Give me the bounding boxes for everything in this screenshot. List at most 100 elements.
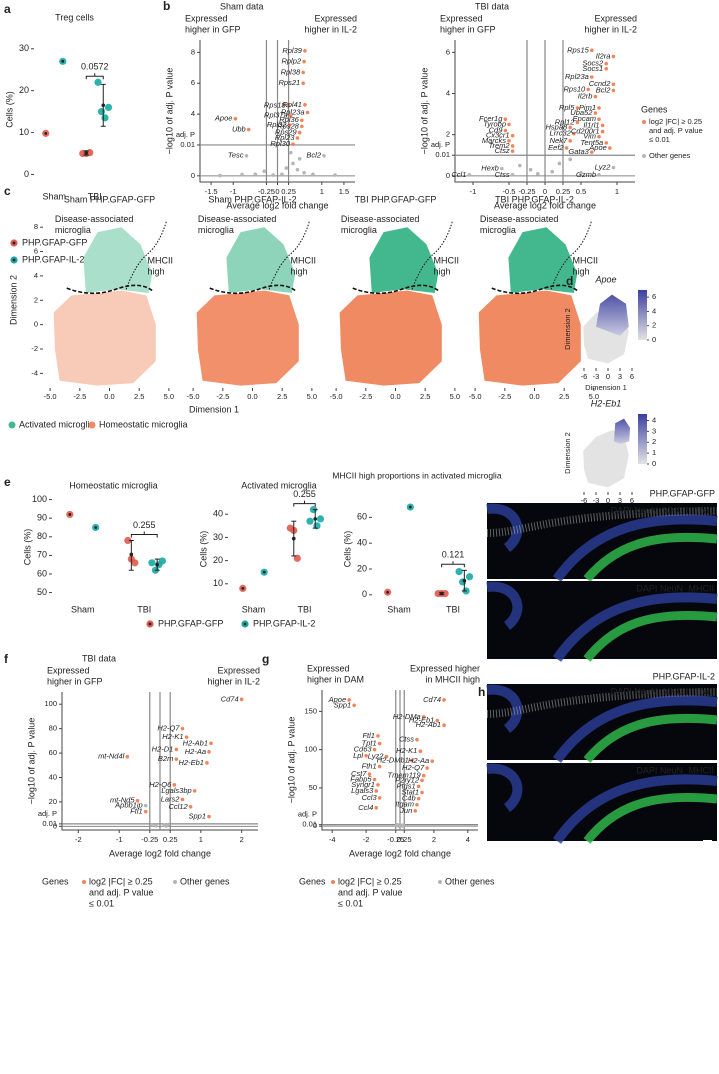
axis — [61, 692, 258, 831]
gene-point — [303, 49, 307, 53]
gene-label: H2-Aa — [185, 747, 206, 756]
tissue-blue — [486, 684, 718, 763]
y-tick-label: 10 — [19, 127, 29, 137]
x-tick-label: 4 — [466, 835, 470, 844]
x-tick-label: 0 — [606, 372, 610, 381]
gene-point — [597, 134, 601, 139]
legend-label: log2 |FC| ≥ 0.25 — [89, 876, 153, 886]
data-point — [94, 78, 102, 86]
gene-label: B2m — [158, 754, 173, 763]
gene-label: Ctss — [495, 170, 510, 179]
point-center — [386, 590, 390, 594]
gene-point — [302, 59, 306, 64]
stain-label: MHCII — [663, 686, 689, 696]
gene-label: H2-Q7 — [402, 763, 425, 772]
tissue-green — [583, 532, 718, 582]
gene-point — [575, 120, 580, 125]
x-tick-label: 0.0 — [390, 392, 400, 401]
gene-point — [291, 142, 295, 146]
legend-marker — [173, 880, 177, 884]
axis — [321, 690, 478, 831]
gene-point — [288, 150, 293, 155]
y-tick-label: 10 — [213, 578, 223, 588]
gene-label: Tyrobp — [483, 119, 506, 128]
y-tick-label: 20 — [357, 563, 367, 573]
y-tick-label: 0 — [446, 171, 450, 180]
gene-point — [207, 750, 211, 754]
x-tick-label: -0.25 — [258, 187, 275, 196]
colorbar-tick-label: 1 — [652, 448, 656, 457]
gene-label: Gata3 — [568, 147, 589, 156]
colorbar — [638, 414, 647, 464]
x-tick-label: TBI — [88, 191, 102, 201]
gene-point — [374, 789, 379, 793]
panel-title: H2-Eb1 — [591, 398, 622, 408]
gene-point — [239, 697, 244, 702]
legend-marker-center — [12, 241, 16, 245]
threshold-label: adj. P — [176, 130, 195, 139]
y-tick-label: 0.01 — [302, 820, 317, 829]
y-tick-label: 60 — [49, 748, 57, 757]
panel-title: Treg cells — [55, 12, 94, 22]
gene-point — [600, 123, 605, 128]
gene-point — [430, 759, 435, 763]
cluster-label: MHCII — [573, 256, 599, 266]
gene-point — [421, 773, 426, 778]
x-tick-label: 1 — [199, 835, 203, 844]
gene-label: Ctss — [399, 735, 414, 744]
comparison-bracket — [441, 563, 465, 568]
point-center — [94, 526, 98, 529]
y-tick-label: 4 — [191, 109, 195, 118]
gene-point — [253, 172, 258, 177]
y-tick-label: 6 — [191, 78, 195, 87]
gene-point — [611, 165, 616, 170]
y-tick-label: 20 — [19, 85, 29, 95]
y-axis-label: −log10 of adj. P value — [164, 68, 174, 155]
gene-point — [233, 116, 238, 121]
x-tick-label: 0.25 — [281, 187, 296, 196]
gene-label: Rps28 — [277, 121, 300, 130]
x-tick-label: 5.0 — [164, 392, 174, 401]
gene-point — [364, 753, 368, 758]
gene-label: Stat1 — [402, 787, 420, 796]
y-tick-label: 4 — [34, 271, 38, 280]
high-expression-cloud — [596, 294, 629, 336]
gene-point — [568, 139, 572, 143]
y-tick-label: 50 — [37, 587, 47, 597]
gene-point — [442, 723, 446, 727]
gene-label: H2-Q6 — [149, 780, 172, 789]
gene-label: Cd74 — [221, 694, 239, 703]
y-tick-label: -4 — [31, 368, 38, 377]
y-axis-label: −log10 of adj. P value — [26, 718, 36, 805]
stain-label: NeuN — [660, 583, 683, 593]
x-tick-label: Sham — [387, 604, 411, 614]
gene-point — [164, 824, 168, 828]
y-tick-label: 60 — [37, 568, 47, 578]
gene-label: Lars2 — [161, 794, 181, 803]
x-tick-label: -5.0 — [187, 392, 200, 401]
legend-label: log2 |FC| ≥ 0.25 — [649, 117, 702, 126]
gene-point — [395, 822, 400, 827]
gene-label: C4b — [402, 794, 416, 803]
gene-point — [586, 87, 590, 92]
gene-label: Syngr1 — [351, 780, 375, 789]
activated-cloud — [369, 227, 439, 293]
gene-point — [442, 698, 446, 702]
y-tick-label: 90 — [37, 513, 47, 523]
gene-label: Cd200r1 — [571, 127, 600, 136]
colorbar-tick-label: 6 — [652, 292, 656, 301]
x-tick-label: 0.5 — [576, 187, 586, 196]
gene-label: Rpl38 — [281, 67, 301, 76]
x-tick-label: -3 — [593, 496, 600, 505]
gene-point — [288, 113, 293, 118]
homeostatic-cloud — [53, 290, 156, 386]
gene-label: Rpl23a — [281, 108, 305, 117]
gene-label: H2-Eb1 — [179, 758, 204, 767]
cluster-label: Disease-associated — [341, 214, 420, 224]
panel-title: TBI PHP.GFAP-IL-2 — [495, 194, 574, 204]
cluster-label: microglia — [55, 225, 91, 235]
gene-label: Vim — [583, 132, 596, 141]
gene-label: Il2ra — [596, 51, 611, 60]
gene-label: Rpl37a — [264, 111, 288, 120]
gene-label: Tmem119 — [388, 771, 422, 780]
